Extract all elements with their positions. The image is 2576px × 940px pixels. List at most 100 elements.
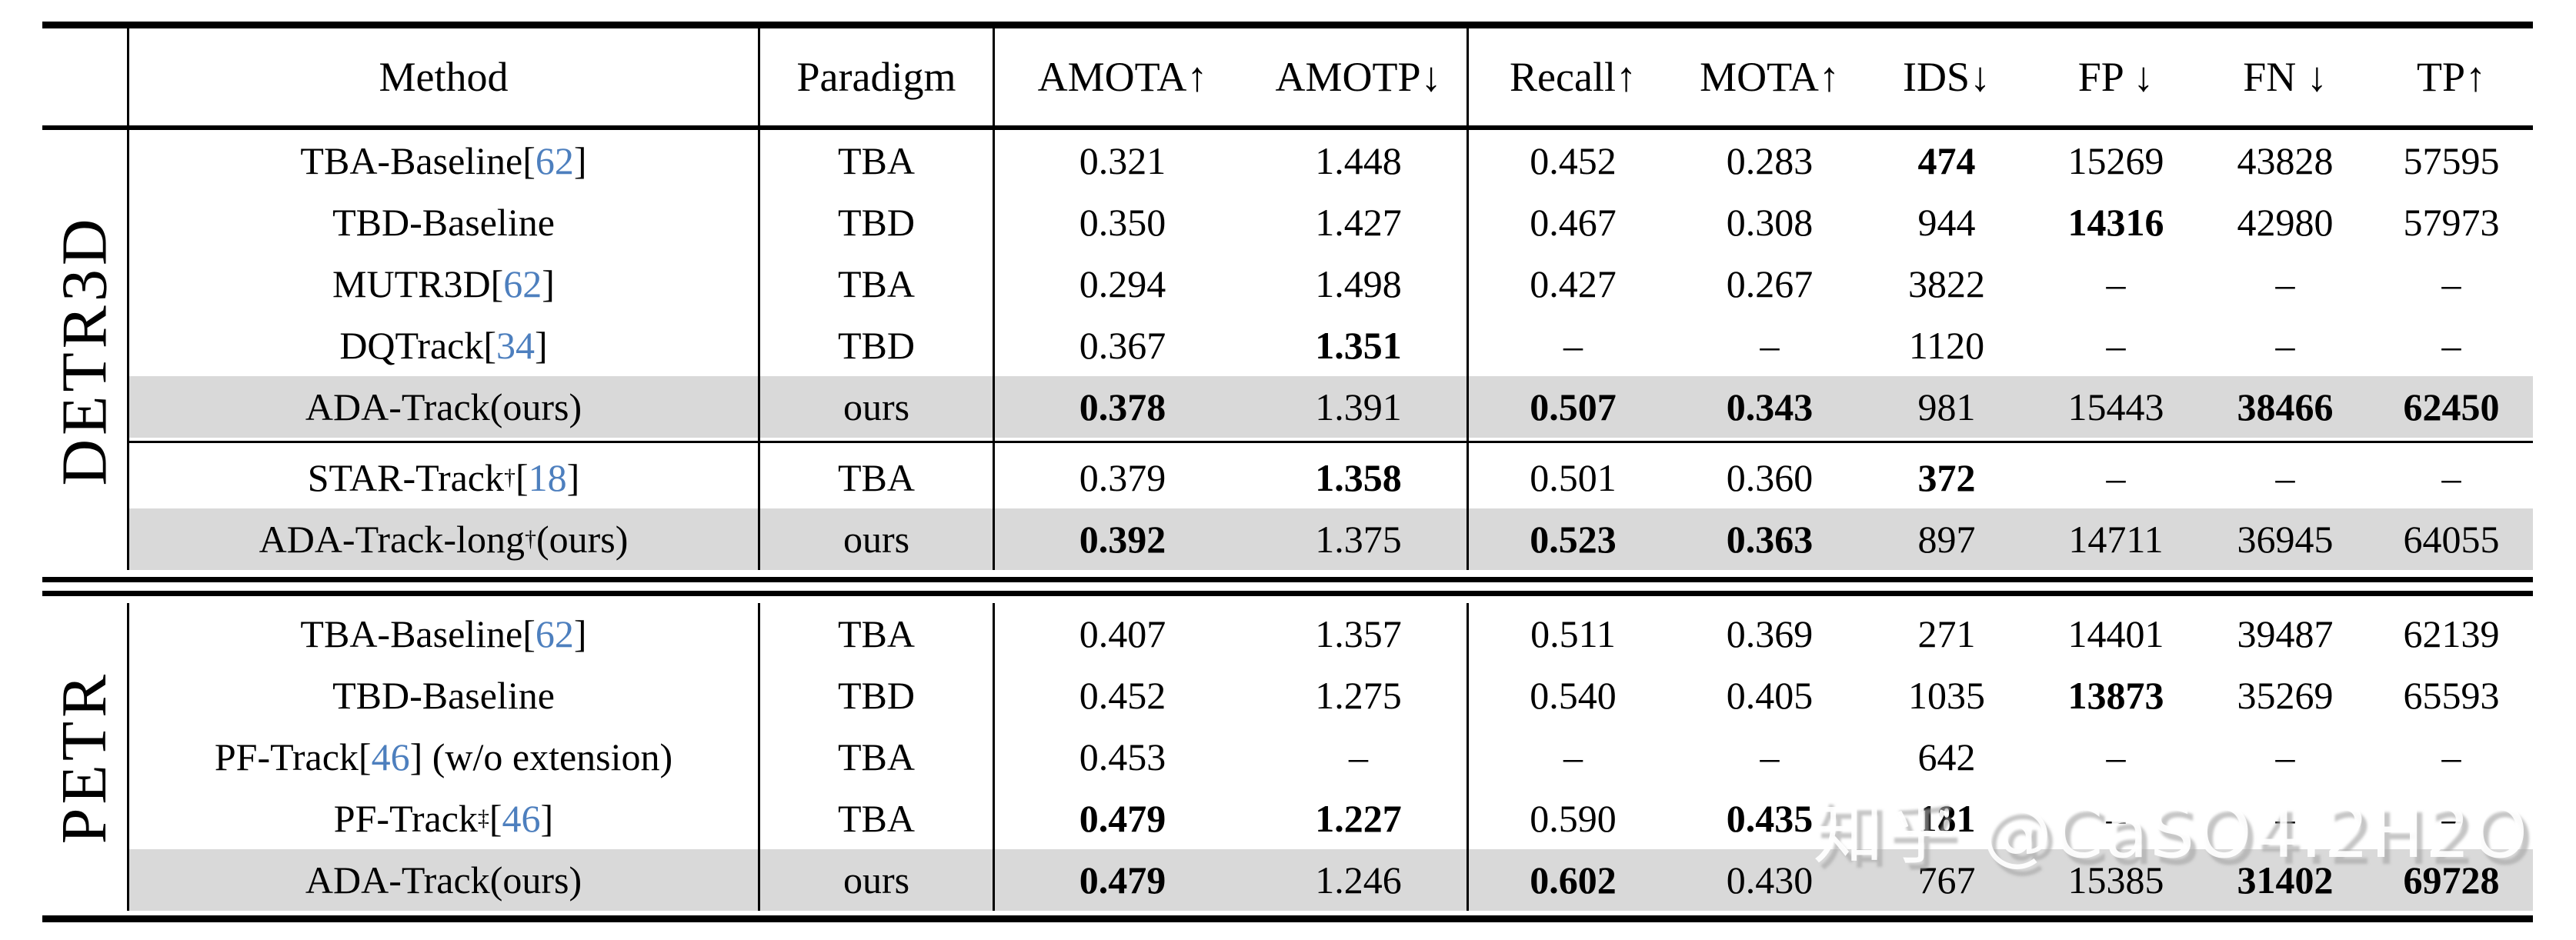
cell-tp: 57973 xyxy=(2403,201,2500,244)
row-main: ADA-Track-long † (ours) ours 0.392 1.375 0.52… xyxy=(127,508,2533,570)
cell-fp: – xyxy=(2106,324,2126,367)
citation-number: 18 xyxy=(528,456,567,499)
cell-method: ADA-Track (ours) xyxy=(127,376,758,438)
method-name: STAR-Track xyxy=(307,456,504,499)
cell-mota: 0.435 xyxy=(1726,797,1814,840)
group-label-petr: PETR xyxy=(42,603,127,911)
table-row: DQTrack [34] TBD 0.367 1.351 – – 1120 – – – xyxy=(42,315,2533,376)
cell-fn: – xyxy=(2275,456,2295,499)
citation-number: 62 xyxy=(535,139,574,182)
cell-recall: 0.501 xyxy=(1467,447,1677,508)
cell-amotp: 1.358 xyxy=(1315,456,1402,499)
method-name: DQTrack xyxy=(339,324,484,367)
cell-fn: 36945 xyxy=(2237,518,2334,561)
cell-recall: 0.590 xyxy=(1467,788,1677,849)
cell-fn: – xyxy=(2275,735,2295,778)
row-main: PF-Track ‡ [46] TBA 0.479 1.227 0.590 0.435 181… xyxy=(127,788,2533,849)
table-row: TBA-Baseline [62] TBA 0.321 1.448 0.452 0.283… xyxy=(42,130,2533,192)
cell-fp: 14401 xyxy=(2067,612,2164,655)
cell-fp: – xyxy=(2106,456,2126,499)
cell-paradigm: ours xyxy=(758,376,993,438)
rule-subgroup xyxy=(127,441,2533,443)
cell-fn: – xyxy=(2275,797,2295,840)
cell-paradigm: TBD xyxy=(758,315,993,376)
cell-method: STAR-Track † [18] xyxy=(127,447,758,508)
watermark: 知乎 @CaSO4.2H2O xyxy=(1813,792,2530,874)
cell-paradigm: TBA xyxy=(758,726,993,788)
group-detr3d: TBA-Baseline [62] TBA 0.321 1.448 0.452 0.283… xyxy=(42,130,2533,570)
cell-recall: – xyxy=(1467,726,1677,788)
header-paradigm: Paradigm xyxy=(758,28,993,125)
cell-paradigm: TBD xyxy=(758,192,993,253)
header-method: Method xyxy=(127,28,758,125)
method-name: PF-Track xyxy=(333,797,478,840)
cell-fn: 42980 xyxy=(2237,201,2334,244)
rule-top xyxy=(42,22,2533,28)
rule-group-separator xyxy=(42,577,2533,596)
cell-fp: 15269 xyxy=(2067,139,2164,182)
cell-recall: 0.507 xyxy=(1467,376,1677,438)
cell-fn: 39487 xyxy=(2237,612,2334,655)
row-main xyxy=(127,438,2533,447)
cell-tp: – xyxy=(2441,735,2461,778)
cell-ids: 897 xyxy=(1917,518,1976,561)
cell-fn: 31402 xyxy=(2237,858,2334,902)
cell-ids: 642 xyxy=(1917,735,1976,778)
table-body: TBA-Baseline [62] TBA 0.321 1.448 0.452 0.283… xyxy=(42,130,2533,911)
cell-paradigm: TBD xyxy=(758,665,993,726)
cell-amota: 0.294 xyxy=(993,253,1250,315)
cell-tp: – xyxy=(2441,262,2461,305)
cell-tp: – xyxy=(2441,797,2461,840)
citation-number: 62 xyxy=(535,612,574,655)
group-label-detr3d: DETR3D xyxy=(42,130,127,570)
cell-paradigm: TBA xyxy=(758,447,993,508)
cell-mota: 0.283 xyxy=(1726,139,1814,182)
cell-fn: – xyxy=(2275,262,2295,305)
cell-amotp: 1.375 xyxy=(1315,518,1402,561)
cell-tp: – xyxy=(2441,324,2461,367)
cell-mota: 0.343 xyxy=(1726,385,1814,428)
cell-method: PF-Track [46] (w/o extension) xyxy=(127,726,758,788)
results-table: Method Paradigm AMOTA↑ AMOTP↓ Recall↑ MOTA↑ ID… xyxy=(42,22,2533,922)
cell-fn: 35269 xyxy=(2237,674,2334,717)
cell-amotp: 1.246 xyxy=(1315,858,1402,902)
row-main: PF-Track [46] (w/o extension) TBA 0.453 – – –… xyxy=(127,726,2533,788)
cell-mota: 0.405 xyxy=(1726,674,1814,717)
cell-recall: – xyxy=(1467,315,1677,376)
header-row: Method Paradigm AMOTA↑ AMOTP↓ Recall↑ MOTA↑ ID… xyxy=(42,28,2533,125)
method-name: TBA-Baseline xyxy=(300,139,523,182)
table-row: MUTR3D [62] TBA 0.294 1.498 0.427 0.267 3822 – –… xyxy=(42,253,2533,315)
subgroup-separator xyxy=(42,438,2533,447)
method-name: ADA-Track-long xyxy=(259,518,525,561)
cell-recall: 0.602 xyxy=(1467,849,1677,911)
cell-paradigm: TBA xyxy=(758,788,993,849)
cell-fp: 14711 xyxy=(2068,518,2164,561)
table-row: ADA-Track-long † (ours) ours 0.392 1.375 0.52… xyxy=(42,508,2533,570)
table-row: TBD-Baseline TBD 0.350 1.427 0.467 0.308 944 14… xyxy=(42,192,2533,253)
method-name: ADA-Track xyxy=(305,385,490,428)
cell-fp: 15443 xyxy=(2067,385,2164,428)
cell-fp: – xyxy=(2106,262,2126,305)
table-row: TBA-Baseline [62] TBA 0.407 1.357 0.511 0.369… xyxy=(42,603,2533,665)
cell-recall: 0.467 xyxy=(1467,192,1677,253)
cell-method: TBA-Baseline [62] xyxy=(127,130,758,192)
cell-ids: 181 xyxy=(1917,797,1976,840)
cell-mota: 0.267 xyxy=(1726,262,1814,305)
cell-amotp: 1.391 xyxy=(1315,385,1402,428)
cell-fp: – xyxy=(2106,735,2126,778)
cell-fp: 14316 xyxy=(2067,201,2164,244)
row-main: TBD-Baseline TBD 0.452 1.275 0.540 0.405 1035 1… xyxy=(127,665,2533,726)
cell-tp: 57595 xyxy=(2403,139,2500,182)
cell-method: TBD-Baseline xyxy=(127,665,758,726)
header-amota: AMOTA↑ xyxy=(993,28,1250,125)
table-row: STAR-Track † [18] TBA 0.379 1.358 0.501 0.360 3… xyxy=(42,447,2533,508)
cell-tp: 62450 xyxy=(2403,385,2500,428)
cell-ids: 1120 xyxy=(1908,324,1985,367)
cell-method: ADA-Track-long † (ours) xyxy=(127,508,758,570)
cell-tp: 65593 xyxy=(2403,674,2500,717)
cell-amota: 0.453 xyxy=(993,726,1250,788)
cell-amotp: 1.498 xyxy=(1315,262,1402,305)
cell-amota: 0.367 xyxy=(993,315,1250,376)
cell-method: MUTR3D [62] xyxy=(127,253,758,315)
